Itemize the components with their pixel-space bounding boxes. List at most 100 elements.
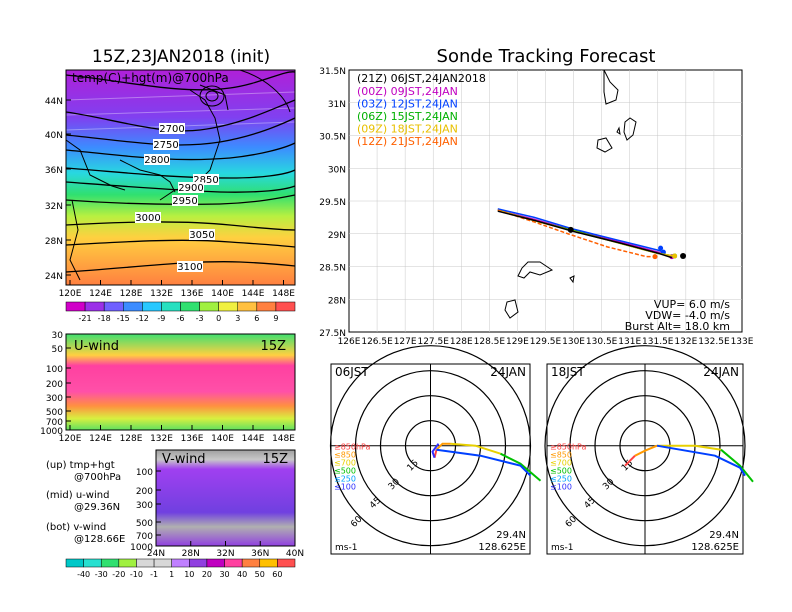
contour-label: 3050 [189, 230, 214, 241]
colorbar-tick-label: 10 [184, 570, 194, 579]
colorbar-swatch [206, 558, 225, 568]
hodo-trace [500, 452, 542, 482]
landing-point [680, 253, 687, 260]
lon-tick-label: 148E [272, 289, 295, 299]
track-legend: (21Z) 06JST,24JAN2018(00Z) 09JST,24JAN(0… [357, 72, 486, 148]
colorbar-swatch [275, 301, 296, 312]
track-lat-label: 31N [328, 100, 346, 110]
track-end-point [672, 253, 678, 259]
colorbar-swatch [180, 301, 200, 312]
colorbar-tick-label: -20 [112, 570, 125, 579]
p-tick-label: 100 [136, 468, 153, 478]
colorbar-tick-label: 1 [169, 570, 174, 579]
track-coastlines [504, 69, 637, 319]
p-tick-label: 100 [46, 365, 63, 375]
hodo-trace [657, 444, 722, 451]
track-lon-label: 126.5E [361, 337, 393, 347]
colorbar-swatch [256, 301, 277, 312]
hodo-trace [720, 448, 754, 483]
colorbar-swatch [142, 301, 162, 312]
colorbar-tick-label: -21 [79, 314, 92, 323]
lon-tick-label: 132E [150, 289, 173, 299]
colorbar-tick-label: 6 [254, 314, 259, 323]
colorbar-tick-label: 50 [255, 570, 265, 579]
colorbar-tick-label: 3 [235, 314, 240, 323]
colorbar-swatch [277, 558, 296, 568]
colorbar-swatch [237, 301, 258, 312]
lat-tick-label: 40N [286, 549, 304, 559]
colorbar-tick-label: -30 [95, 570, 108, 579]
temp-map-lon-ticks: 120E 124E 128E 132E 136E 140E 144E 148E [59, 280, 295, 299]
p-tick-label: 500 [46, 408, 63, 418]
contour-label-bg [153, 139, 179, 150]
colorbar-swatch [65, 301, 86, 312]
colorbar-swatch [84, 301, 105, 312]
burst-text: Burst Alt= 18.0 km [625, 320, 730, 333]
lon-tick-label: 120E [59, 289, 82, 299]
colorbar-tick-label: 30 [219, 570, 229, 579]
track-lon-label: 128.5E [474, 337, 506, 347]
track-lon-label: 127E [394, 337, 417, 347]
hodo-legend-item: ≤250 [550, 475, 572, 484]
track-legend-item: (21Z) 06JST,24JAN2018 [357, 72, 486, 85]
wind-colorbar: -40 -30 -20 -10 -1 1 10 20 30 40 50 60 [65, 558, 296, 579]
hodo-legend-item: ≤500 [550, 467, 572, 476]
lat-tick-label: 36N [251, 549, 269, 559]
hodo-legend-item: ≥850hPa [550, 443, 587, 452]
p-tick-label: 50 [52, 345, 64, 355]
hodo-legend-item: ≤700 [334, 459, 356, 468]
hodo-legend-item: ≤700 [550, 459, 572, 468]
colorbar-tick-label: -1 [150, 570, 158, 579]
colorbar-tick-label: -12 [136, 314, 149, 323]
lon-tick-label: 136E [181, 434, 204, 444]
contour-label-bg [193, 174, 219, 185]
u-wind-frame [65, 333, 296, 431]
hodo-trace [624, 454, 636, 467]
colorbar-tick-label: 60 [272, 570, 282, 579]
panel-legend: (up) tmp+hgt@700hPa (mid) u-wind@29.36N (b… [46, 460, 125, 545]
temp-map-label: temp(C)+hgt(m)@700hPa [72, 71, 229, 85]
colorbar-tick-label: -10 [130, 570, 143, 579]
track-lon-label: 127.5E [417, 337, 449, 347]
lon-tick-label: 128E [120, 434, 143, 444]
track-legend-item: (06Z) 15JST,24JAN [357, 110, 458, 123]
hodo-time: 18JST [551, 365, 585, 379]
track-lon-label: 128E [450, 337, 473, 347]
legend-line-a: (up) tmp+hgt [46, 460, 115, 471]
colorbar-tick-label: -3 [196, 314, 204, 323]
colorbar-swatch [241, 558, 261, 568]
p-tick-label: 30 [52, 331, 64, 341]
colorbar-swatch [199, 301, 219, 312]
track-title: Sonde Tracking Forecast [437, 46, 656, 67]
track-lat-label: 29N [328, 231, 346, 241]
contour-label: 3000 [135, 213, 160, 224]
hodo-unit: ms-1 [335, 543, 357, 553]
hodo-legend-item: ≤250 [334, 475, 356, 484]
temp-map-frame [65, 69, 296, 286]
p-tick-label: 700 [46, 418, 63, 428]
track-lat-label: 30N [328, 165, 346, 175]
track-lon-ticks: 126E 126.5E 127E 127.5E 128E 128.5E 129E 129.5E… [338, 337, 754, 347]
contour-label: 2950 [172, 196, 197, 207]
colorbar-swatch [259, 558, 278, 568]
track-line [497, 209, 655, 258]
contour-label: 2700 [159, 124, 184, 135]
u-wind-field [66, 334, 295, 430]
track-map-panel: (21Z) 06JST,24JAN2018(00Z) 09JST,24JAN(0… [319, 67, 754, 347]
track-line-launch [497, 210, 673, 259]
colorbar-swatch [65, 558, 84, 568]
v-wind-label: V-wind [162, 452, 206, 467]
contour-label-bg [177, 261, 203, 272]
hodo-trace [431, 443, 440, 459]
lon-tick-label: 136E [181, 289, 204, 299]
track-lat-label: 28.5N [319, 264, 346, 274]
lon-tick-label: 124E [89, 289, 112, 299]
track-legend-item: (03Z) 12JST,24JAN [357, 98, 458, 111]
colorbar-swatch [100, 558, 120, 568]
track-legend-item: (12Z) 21JST,24JAN [357, 135, 458, 148]
hodo-legend-item: ≤500 [334, 467, 356, 476]
u-wind-lon-ticks: 120E 124E 128E 132E 136E 140E 144E 148E [59, 425, 295, 444]
hodo-trace [656, 444, 746, 477]
lat-tick-label: 36N [45, 166, 63, 176]
